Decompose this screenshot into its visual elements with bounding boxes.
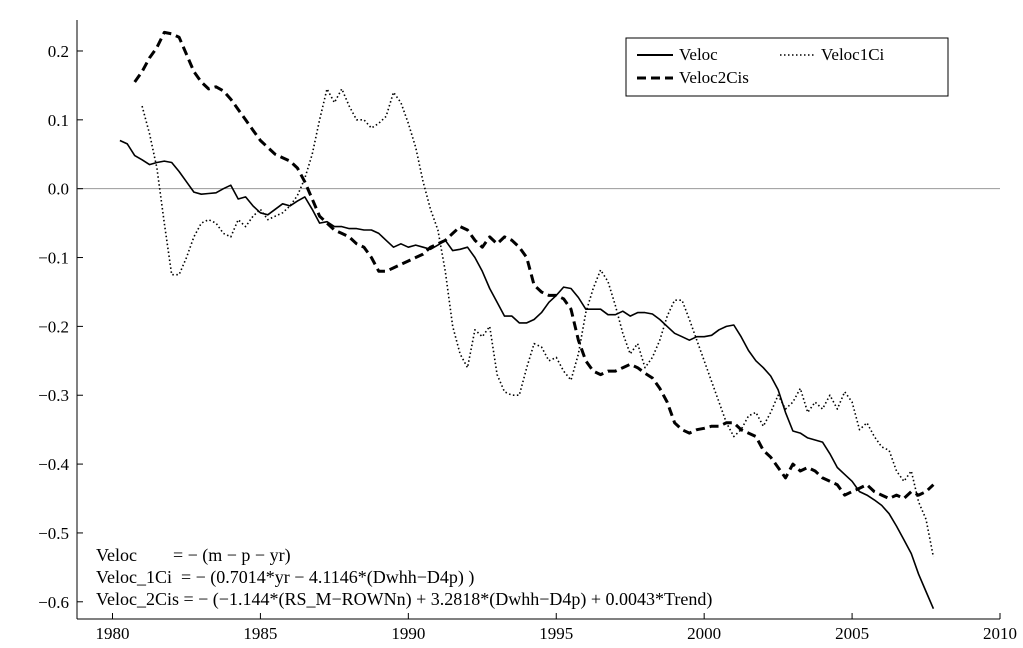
series-layer [119,30,935,610]
y-axis: 0.2 0.1 0.0 −0.1 −0.2 −0.3 −0.4 −0.5 −0.6 [38,42,83,612]
x-tick-label: 2005 [835,624,869,643]
x-tick-label: 2010 [983,624,1017,643]
y-tick-label: 0.1 [48,111,69,130]
series-line-veloc2cis [133,30,935,500]
x-tick-label: 1985 [243,624,277,643]
legend-box [625,37,949,97]
equation-annotations: Veloc = − (m − p − yr) Veloc_1Ci = − (0.… [96,545,712,610]
y-tick-label: −0.3 [38,386,69,405]
series-line-veloc [119,139,935,610]
legend-label-veloc1ci: Veloc1Ci [821,45,885,64]
equation-veloc-2cis: Veloc_2Cis = − (−1.144*(RS_M−ROWNn) + 3.… [96,589,712,610]
legend: Veloc Veloc1Ci Veloc2Cis [625,37,949,97]
y-tick-label: −0.5 [38,524,69,543]
x-tick-label: 1995 [539,624,573,643]
y-tick-label: −0.6 [38,593,69,612]
y-tick-label: −0.2 [38,317,69,336]
legend-label-veloc: Veloc [679,45,718,64]
y-tick-label: 0.2 [48,42,69,61]
y-tick-label: −0.4 [38,455,69,474]
equation-veloc-1ci: Veloc_1Ci = − (0.7014*yr − 4.1146*(Dwhh−… [96,567,474,588]
x-tick-label: 1990 [391,624,425,643]
x-axis: 1980 1985 1990 1995 2000 2005 2010 [96,613,1017,643]
plot-frame [76,20,1000,620]
equation-veloc: Veloc = − (m − p − yr) [96,545,291,566]
legend-label-veloc2cis: Veloc2Cis [679,68,749,87]
y-tick-label: −0.1 [38,249,69,268]
x-tick-label: 1980 [96,624,130,643]
series-line-veloc1ci [141,88,935,558]
x-tick-label: 2000 [687,624,721,643]
y-tick-label: 0.0 [48,180,69,199]
